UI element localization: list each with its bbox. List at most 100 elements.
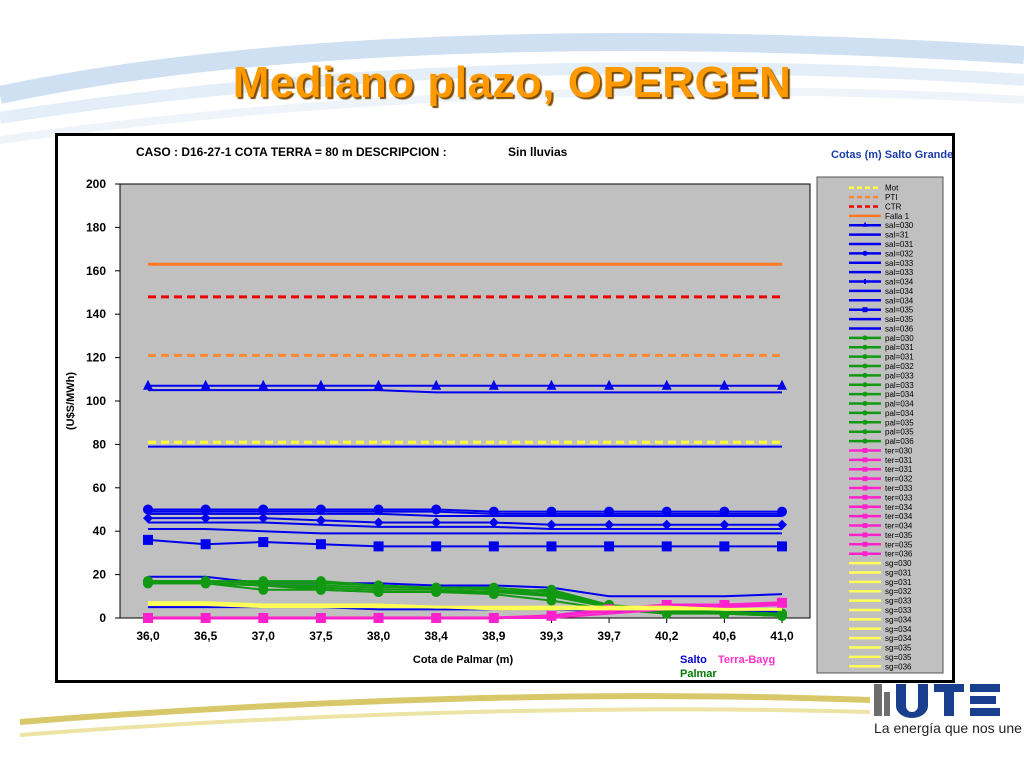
legend-entry: sg=035 <box>849 644 912 653</box>
legend-label: Falla 1 <box>885 212 910 221</box>
legend-entry: pal=031 <box>849 353 914 362</box>
series-line <box>148 508 782 513</box>
legend-entry: sal=034 <box>849 278 914 287</box>
data-point <box>719 599 730 610</box>
series-sal-033 <box>148 512 782 518</box>
data-point <box>258 580 269 591</box>
legend-entry: ter=034 <box>849 503 913 512</box>
legend-label: ter=031 <box>885 465 913 474</box>
legend-entry: sg=032 <box>849 587 912 596</box>
legend-marker <box>862 513 868 519</box>
legend-box <box>816 176 944 674</box>
legend-entry: pal=036 <box>849 437 914 446</box>
data-point <box>661 599 672 610</box>
legend-marker <box>862 391 868 397</box>
group-label: Salto <box>680 654 707 666</box>
series-line <box>148 580 783 617</box>
data-point <box>431 504 442 515</box>
legend-entry: sg=034 <box>849 634 912 643</box>
legend-entry: Mot <box>849 184 899 193</box>
plot-background <box>119 183 811 619</box>
chart-caso-text: CASO : D16-27-1 COTA TERRA = 80 m DESCRI… <box>136 145 447 159</box>
legend-marker <box>862 429 868 435</box>
y-tick-label: 100 <box>86 394 106 408</box>
legend-entry: pal=031 <box>849 343 914 352</box>
y-tick-label: 160 <box>86 264 106 278</box>
legend-entry: sal=036 <box>849 324 914 333</box>
legend-entry: Falla 1 <box>849 212 910 221</box>
legend-marker <box>862 307 868 313</box>
legend-label: ter=031 <box>885 456 913 465</box>
series-line <box>148 389 782 394</box>
legend-marker <box>862 466 868 472</box>
legend-label: sg=031 <box>885 578 912 587</box>
legend-label: sal=033 <box>885 259 914 268</box>
y-tick-label: 0 <box>99 611 106 625</box>
legend-label: sal=035 <box>885 315 914 324</box>
data-point <box>661 541 672 552</box>
series-line <box>148 603 782 611</box>
data-point <box>719 608 730 619</box>
legend-label: pal=030 <box>885 334 914 343</box>
legend-label: pal=036 <box>885 437 914 446</box>
data-point <box>546 595 557 606</box>
legend-marker <box>862 250 868 256</box>
legend-marker <box>862 401 868 407</box>
legend-entry: sal=034 <box>849 296 914 305</box>
legend-entry: pal=030 <box>849 334 914 343</box>
legend-label: sg=035 <box>885 644 912 653</box>
series-sal-030 <box>143 379 787 390</box>
x-tick-label: 40,6 <box>713 629 737 643</box>
x-tick-label: 37,5 <box>309 629 333 643</box>
y-axis-label: (U$S/MWh) <box>65 372 77 430</box>
legend-label: ter=036 <box>885 550 913 559</box>
data-point <box>431 586 442 597</box>
legend-label: sal=030 <box>885 221 914 230</box>
legend-label: sg=033 <box>885 606 912 615</box>
legend-label: ter=033 <box>885 493 913 502</box>
legend-label: sal=033 <box>885 268 914 277</box>
legend-label: ter=032 <box>885 475 913 484</box>
data-point <box>604 519 615 530</box>
legend-entry: ter=031 <box>849 465 913 474</box>
data-point <box>258 537 269 548</box>
data-point <box>373 541 384 552</box>
legend-entry: sg=035 <box>849 653 912 662</box>
legend-entry: pal=033 <box>849 381 914 390</box>
legend-label: sg=036 <box>885 662 912 671</box>
series-line <box>148 528 782 535</box>
legend-label: CTR <box>885 202 902 211</box>
legend-entry: pal=035 <box>849 428 914 437</box>
series-line <box>148 601 782 611</box>
legend-entry: ter=030 <box>849 446 913 455</box>
legend-label: pal=033 <box>885 381 914 390</box>
data-point <box>431 379 442 390</box>
data-point <box>661 379 672 390</box>
series-sal-035 <box>143 534 787 552</box>
legend-label: pal=033 <box>885 371 914 380</box>
legend-entry: sal=035 <box>849 315 914 324</box>
legend-entry: pal=034 <box>849 409 914 418</box>
legend-label: pal=034 <box>885 409 914 418</box>
legend-entry: sal=032 <box>849 249 914 258</box>
data-point <box>373 379 384 390</box>
slide-tagline: La energía que nos une <box>874 720 1022 736</box>
y-tick-label: 60 <box>93 481 107 495</box>
legend-label: ter=034 <box>885 503 913 512</box>
legend-entry: pal=034 <box>849 400 914 409</box>
series-line <box>148 510 782 515</box>
legend-marker <box>862 382 868 388</box>
series-line <box>147 538 782 548</box>
legend-label: sal=036 <box>885 324 914 333</box>
y-tick-label: 140 <box>86 307 106 321</box>
legend-label: sg=033 <box>885 597 912 606</box>
legend-entry: ter=031 <box>849 456 913 465</box>
legend-entry: sal=033 <box>849 268 914 277</box>
legend-label: ter=033 <box>885 484 913 493</box>
legend-marker <box>862 335 868 341</box>
legend-marker <box>862 532 868 538</box>
series-line <box>148 517 782 526</box>
ute-logo <box>874 684 1000 718</box>
legend-entry: ter=035 <box>849 540 913 549</box>
data-point <box>604 379 615 390</box>
